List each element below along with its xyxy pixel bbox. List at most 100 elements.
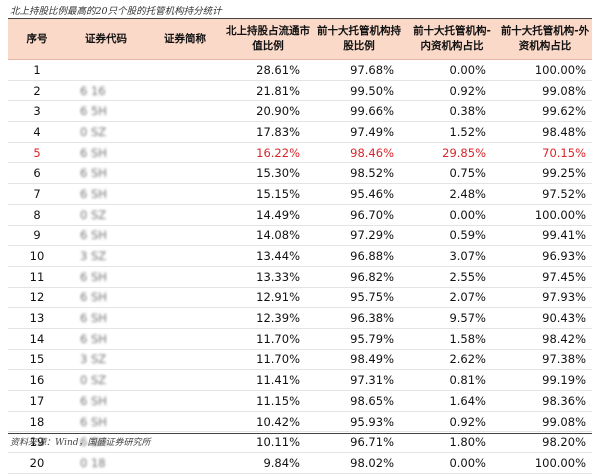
cell-index: 16 [8,369,66,391]
table-row: 4 0 SZ 17.83% 97.49% 1.52% 98.48% [8,121,592,143]
cell-top10-custody-ratio: 97.49% [312,121,406,143]
cell-code: 0 SZ [66,121,146,143]
cell-code-text: 6 SH [80,228,107,243]
cell-northbound-ratio: 20.90% [224,100,312,123]
cell-top10-custody-ratio: 96.38% [312,307,406,329]
cell-index: 9 [8,225,66,247]
cell-index: 18 [8,411,66,433]
cell-code: 0 SZ [66,369,146,391]
cell-northbound-ratio: 15.15% [224,183,312,205]
cell-foreign-share: 99.41% [498,225,592,247]
top-rule [8,18,592,19]
cell-name [146,80,224,102]
table-row: 19 6 SH 10.11% 96.71% 1.80% 98.20% [8,431,592,454]
cell-code: 6 SH [66,287,146,309]
table-row: 11 6 SH 13.33% 96.82% 2.55% 97.45% [8,266,592,288]
table-header-row: 序号 证券代码 证券简称 北上持股占流通市值比例 前十大托管机构持股比例 前十大… [8,19,592,60]
cell-code: 6 SH [66,390,146,412]
cell-top10-custody-ratio: 95.93% [312,411,406,433]
header-code: 证券代码 [66,19,146,60]
cell-domestic-share: 9.57% [406,307,498,329]
cell-domestic-share: 1.52% [406,121,498,143]
cell-domestic-share: 1.64% [406,390,498,412]
cell-code-text: 6 SH [80,290,107,305]
cell-northbound-ratio: 9.84% [224,452,312,474]
cell-foreign-share: 97.45% [498,266,592,288]
cell-code: 3 SZ [66,245,146,267]
cell-foreign-share: 99.08% [498,80,592,102]
table-row: 14 6 SH 11.70% 95.79% 1.58% 98.42% [8,328,592,350]
cell-foreign-share: 98.20% [498,431,592,454]
table-row: 12 6 SH 12.91% 95.75% 2.07% 97.93% [8,287,592,309]
table-row: 3 6 5H 20.90% 99.66% 0.38% 99.62% [8,100,592,123]
cell-top10-custody-ratio: 96.71% [312,431,406,454]
header-foreign-share: 前十大托管机构-外资机构占比 [498,19,592,60]
cell-code: 6 SH [66,411,146,433]
header-top10-custody-ratio: 前十大托管机构持股比例 [312,19,406,60]
cell-index: 6 [8,162,66,185]
cell-code-text: 6 SH [80,186,107,201]
cell-name [146,183,224,205]
cell-name [146,328,224,350]
cell-code: 6 5H [66,100,146,123]
table-row: 13 6 SH 12.39% 96.38% 9.57% 90.43% [8,307,592,329]
header-index: 序号 [8,19,66,60]
cell-code: 6 SH [66,307,146,329]
cell-domestic-share: 0.00% [406,204,498,226]
cell-top10-custody-ratio: 97.31% [312,369,406,391]
cell-northbound-ratio: 17.83% [224,121,312,143]
cell-foreign-share: 97.38% [498,349,592,371]
cell-name [146,411,224,433]
table-row: 9 6 SH 14.08% 97.29% 0.59% 99.41% [8,225,592,247]
cell-northbound-ratio: 11.41% [224,369,312,391]
cell-domestic-share: 1.58% [406,328,498,350]
cell-foreign-share: 70.15% [498,142,592,164]
table-row: 5 6 SH 16.22% 98.46% 29.85% 70.15% [8,142,592,164]
cell-code-text: 3 SZ [80,352,107,367]
cell-foreign-share: 100.00% [498,204,592,226]
cell-name [146,266,224,288]
table-row: 6 6 SH 15.30% 98.52% 0.75% 99.25% [8,162,592,185]
cell-code-text: 6 SH [80,145,107,160]
cell-domestic-share: 0.92% [406,80,498,102]
cell-top10-custody-ratio: 98.49% [312,349,406,371]
cell-top10-custody-ratio: 95.46% [312,183,406,205]
cell-northbound-ratio: 14.08% [224,225,312,247]
cell-foreign-share: 90.43% [498,307,592,329]
cell-foreign-share: 100.00% [498,452,592,474]
cell-index: 2 [8,80,66,102]
cell-top10-custody-ratio: 96.70% [312,204,406,226]
cell-index: 11 [8,266,66,288]
cell-domestic-share: 2.55% [406,266,498,288]
cell-domestic-share: 3.07% [406,245,498,267]
cell-top10-custody-ratio: 95.75% [312,287,406,309]
document-page: 北上持股比例最高的20只个股的托管机构持分统计 序号 证券代码 证券简称 北上持… [8,6,592,474]
cell-code: 6 16 [66,80,146,102]
cell-foreign-share: 99.62% [498,100,592,123]
cell-name [146,307,224,329]
cell-index: 13 [8,307,66,329]
cell-name [146,452,224,474]
cell-code [66,59,146,81]
holdings-table: 序号 证券代码 证券简称 北上持股占流通市值比例 前十大托管机构持股比例 前十大… [8,19,592,474]
cell-northbound-ratio: 11.15% [224,390,312,412]
cell-top10-custody-ratio: 98.65% [312,390,406,412]
cell-code-text: 6 SH [80,269,107,284]
cell-foreign-share: 99.08% [498,411,592,433]
table-body: 1 28.61% 97.68% 0.00% 100.00% 2 6 16 21.81% 99.5… [8,59,592,474]
cell-name [146,369,224,391]
table-row: 17 6 SH 11.15% 98.65% 1.64% 98.36% [8,390,592,412]
cell-domestic-share: 0.00% [406,452,498,474]
cell-name [146,100,224,123]
cell-code-text: 0 SZ [80,124,107,139]
cell-name [146,142,224,164]
table-row: 1 28.61% 97.68% 0.00% 100.00% [8,59,592,81]
cell-top10-custody-ratio: 98.02% [312,452,406,474]
cell-domestic-share: 0.00% [406,59,498,81]
cell-top10-custody-ratio: 98.52% [312,162,406,185]
cell-index: 14 [8,328,66,350]
header-name: 证券简称 [146,19,224,60]
cell-foreign-share: 98.48% [498,121,592,143]
table-row: 16 0 SZ 11.41% 97.31% 0.81% 99.19% [8,369,592,391]
cell-domestic-share: 0.92% [406,411,498,433]
